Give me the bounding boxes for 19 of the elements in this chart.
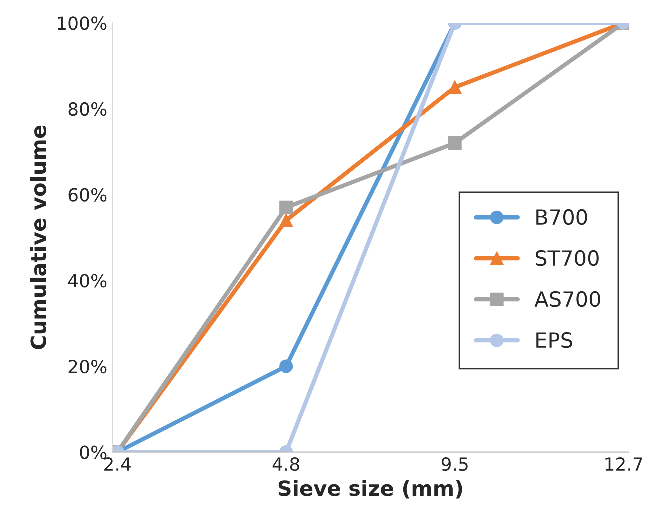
x-tick-label: 2.4	[104, 458, 131, 471]
x-tick-label: 4.8	[272, 458, 300, 472]
y-tick-label: 0%	[80, 446, 107, 460]
x-axis-title: Sieve size (mm)	[278, 480, 462, 499]
legend-label: ST700	[536, 250, 599, 266]
y-tick-label: 20%	[68, 360, 107, 374]
legend-label: EPS	[536, 332, 572, 348]
y-tick-label: 80%	[68, 102, 107, 116]
y-tick-label: 60%	[68, 188, 107, 202]
x-tick-label: 12.7	[606, 458, 642, 471]
point	[448, 136, 462, 150]
point	[280, 200, 294, 214]
y-tick-label: 40%	[68, 274, 107, 288]
y-tick-label: 100%	[58, 16, 107, 30]
y-axis-title: Cumulative volume	[30, 126, 46, 350]
legend-label: B700	[536, 209, 588, 226]
point	[280, 214, 294, 228]
x-tick-label: 9.5	[442, 458, 468, 472]
legend-label: AS700	[534, 291, 600, 308]
